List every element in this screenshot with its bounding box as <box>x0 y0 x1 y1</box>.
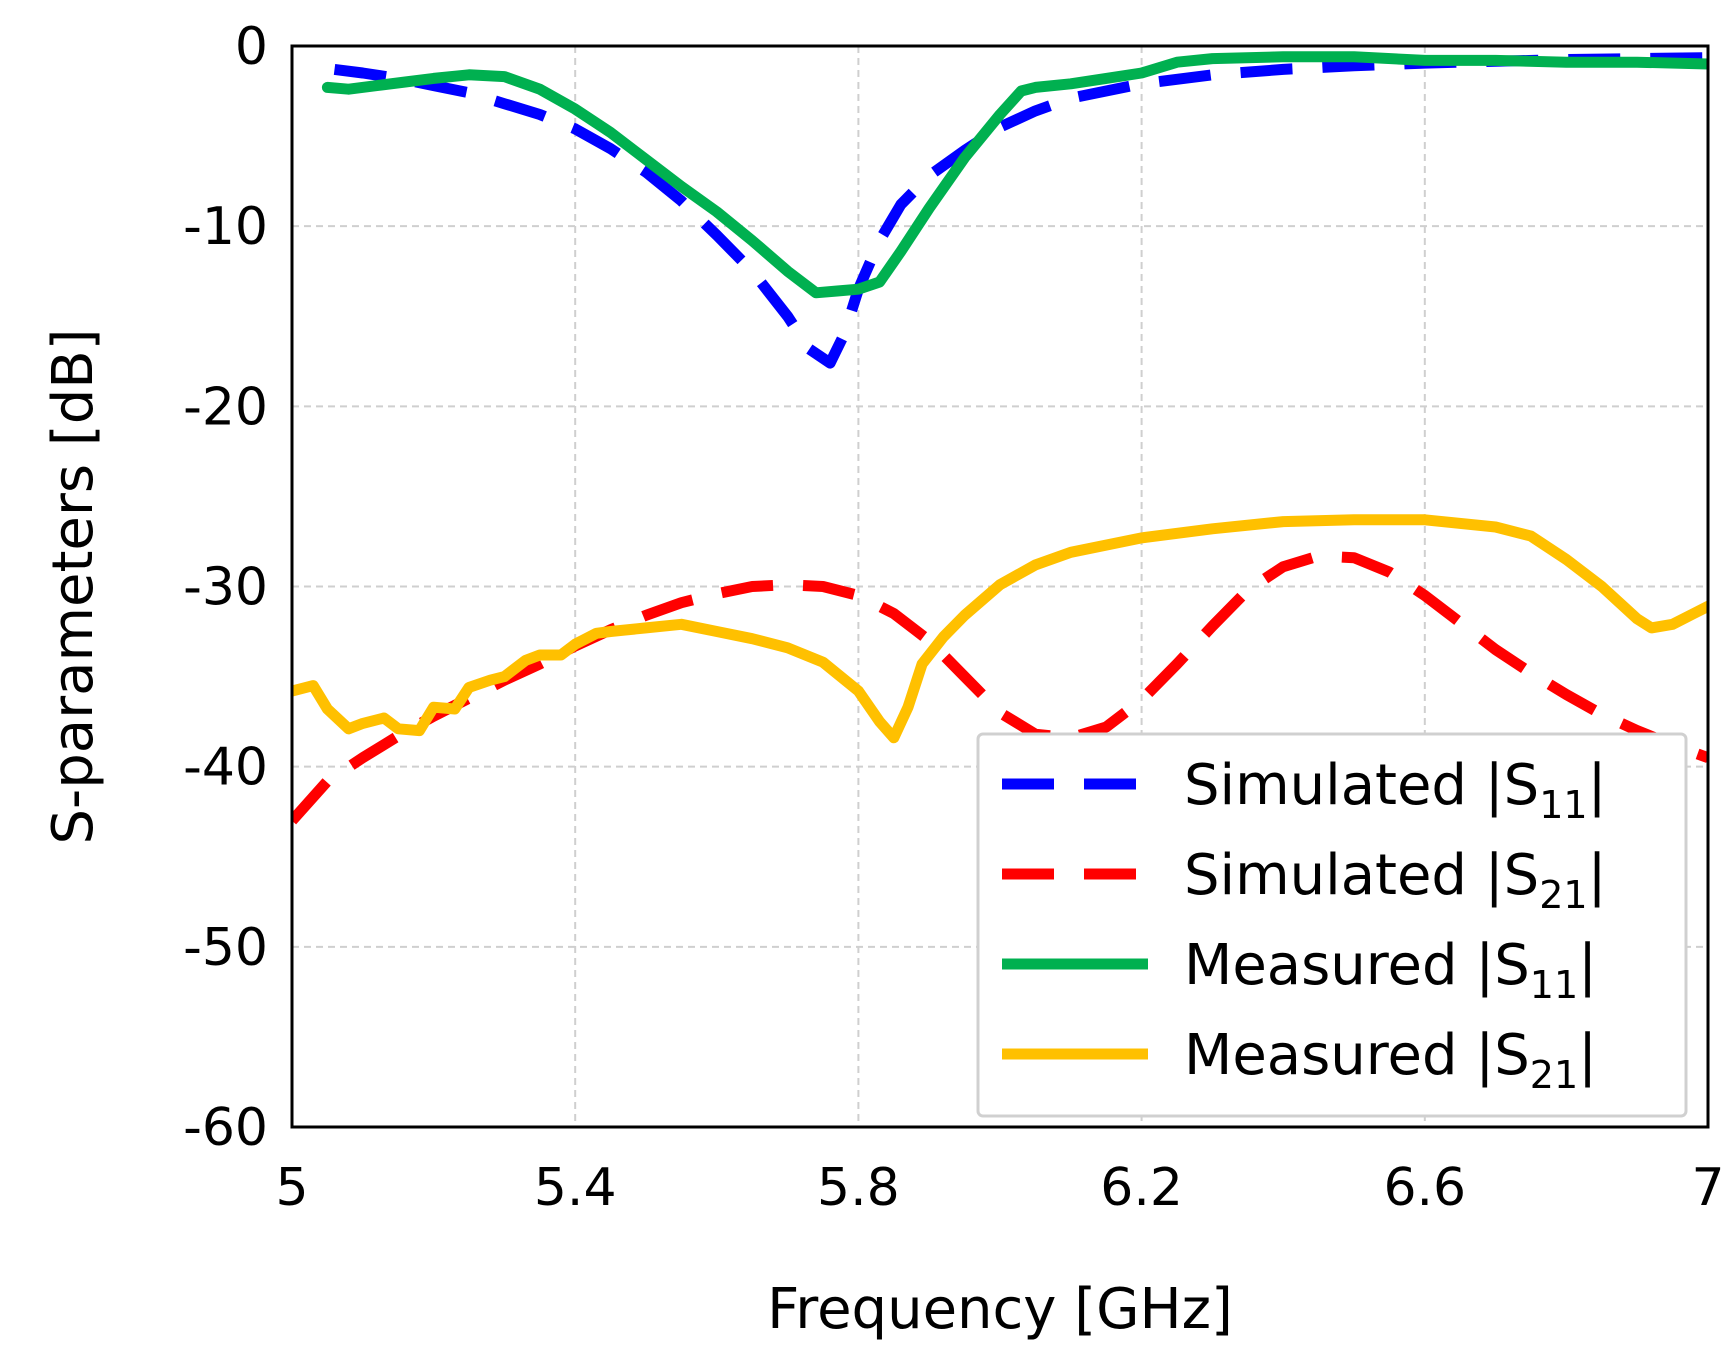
x-tick-labels: 5 5.4 5.8 6.2 6.6 7 <box>275 1158 1724 1218</box>
legend: Simulated |S11| Simulated |S21| Measured |… <box>976 732 1688 1118</box>
y-tick-label: -40 <box>183 738 268 798</box>
series-layer <box>292 51 1708 825</box>
legend-label-2: Measured |S11| <box>1184 933 1597 1007</box>
plot-frame <box>290 44 1710 1129</box>
legend-label-1: Simulated |S21| <box>1184 843 1606 917</box>
series-line-3 <box>292 514 1708 744</box>
x-tick-label: 5.4 <box>534 1158 617 1218</box>
x-tick-label: 7 <box>1691 1158 1724 1218</box>
y-tick-label: -30 <box>183 558 268 618</box>
x-tick-label: 6.6 <box>1383 1158 1466 1218</box>
y-tick-label: -50 <box>183 918 268 978</box>
x-tick-label: 5.8 <box>817 1158 900 1218</box>
y-tick-label: -10 <box>183 197 268 257</box>
y-tick-label: -60 <box>183 1098 268 1158</box>
y-axis-title: S-parameters [dB] <box>41 328 106 844</box>
legend-label-3: Measured |S21| <box>1184 1023 1597 1097</box>
legend-label-0: Simulated |S11| <box>1184 753 1606 827</box>
series-line-2 <box>321 51 1708 299</box>
legend-box <box>976 732 1688 1118</box>
y-tick-label: -20 <box>183 377 268 437</box>
series-line-0 <box>333 52 1708 369</box>
y-tick-labels: 0 -10 -20 -30 -40 -50 -60 <box>183 17 268 1158</box>
x-axis-title: Frequency [GHz] <box>767 1277 1233 1342</box>
x-tick-label: 6.2 <box>1100 1158 1183 1218</box>
x-tick-label: 5 <box>275 1158 308 1218</box>
series-line-1 <box>292 550 1708 825</box>
y-tick-label: 0 <box>235 17 268 77</box>
